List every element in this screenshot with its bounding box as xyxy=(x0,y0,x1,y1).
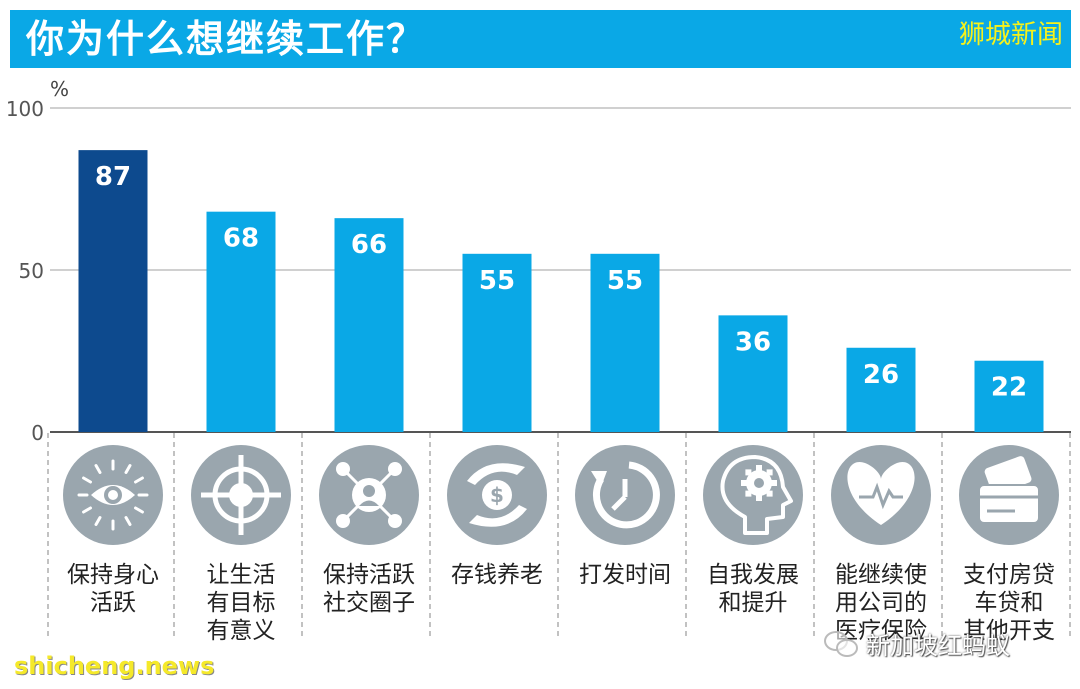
social-network-icon xyxy=(319,445,419,545)
clock-icon xyxy=(575,445,675,545)
y-tick-label: 100 xyxy=(6,97,44,121)
target-icon xyxy=(191,445,291,545)
category-label: 打发时间 xyxy=(579,562,671,588)
money-hands-icon: $ xyxy=(447,445,547,545)
bar xyxy=(78,150,148,432)
title-bar: 你为什么想继续工作？ 狮城新闻 xyxy=(10,10,1071,68)
bar xyxy=(334,218,404,432)
data-label: 55 xyxy=(479,266,515,296)
y-tick-label: 50 xyxy=(19,259,44,283)
category-label: 存钱养老 xyxy=(451,562,543,588)
heart-pulse-icon xyxy=(831,445,931,545)
bar xyxy=(846,347,916,432)
y-axis-label: % xyxy=(50,77,69,101)
category-label: 支付房贷车贷和其他开支 xyxy=(963,562,1055,644)
category-label: 保持活跃社交圈子 xyxy=(323,562,415,616)
data-label: 55 xyxy=(607,266,643,296)
credit-card-icon xyxy=(959,445,1059,545)
wechat-icon xyxy=(824,629,858,657)
data-label: 68 xyxy=(223,224,259,254)
bar xyxy=(590,253,660,432)
data-label: 66 xyxy=(351,230,387,260)
bar xyxy=(718,315,788,432)
category-label: 自我发展和提升 xyxy=(707,562,799,616)
data-label: 26 xyxy=(863,360,899,390)
category-label: 保持身心活跃 xyxy=(67,562,159,616)
y-tick-label: 0 xyxy=(31,421,44,445)
watermark-left: shicheng.news xyxy=(14,652,215,680)
page-title: 你为什么想继续工作？ xyxy=(26,17,427,61)
data-label: 22 xyxy=(991,373,1027,403)
watermark-right-label: 新加坡红蚂蚁 xyxy=(866,631,1010,660)
head-gear-icon xyxy=(703,445,803,545)
data-label: 87 xyxy=(95,162,131,192)
brand-label: 狮城新闻 xyxy=(958,20,1063,50)
category-label: 让生活有目标有意义 xyxy=(207,562,276,644)
bar xyxy=(206,211,276,432)
data-label: 36 xyxy=(735,327,771,357)
watermark-right: 新加坡红蚂蚁 xyxy=(824,626,1010,660)
bar xyxy=(974,360,1044,432)
bar xyxy=(462,253,532,432)
eye-icon xyxy=(63,445,163,545)
svg-text:$: $ xyxy=(490,483,504,507)
